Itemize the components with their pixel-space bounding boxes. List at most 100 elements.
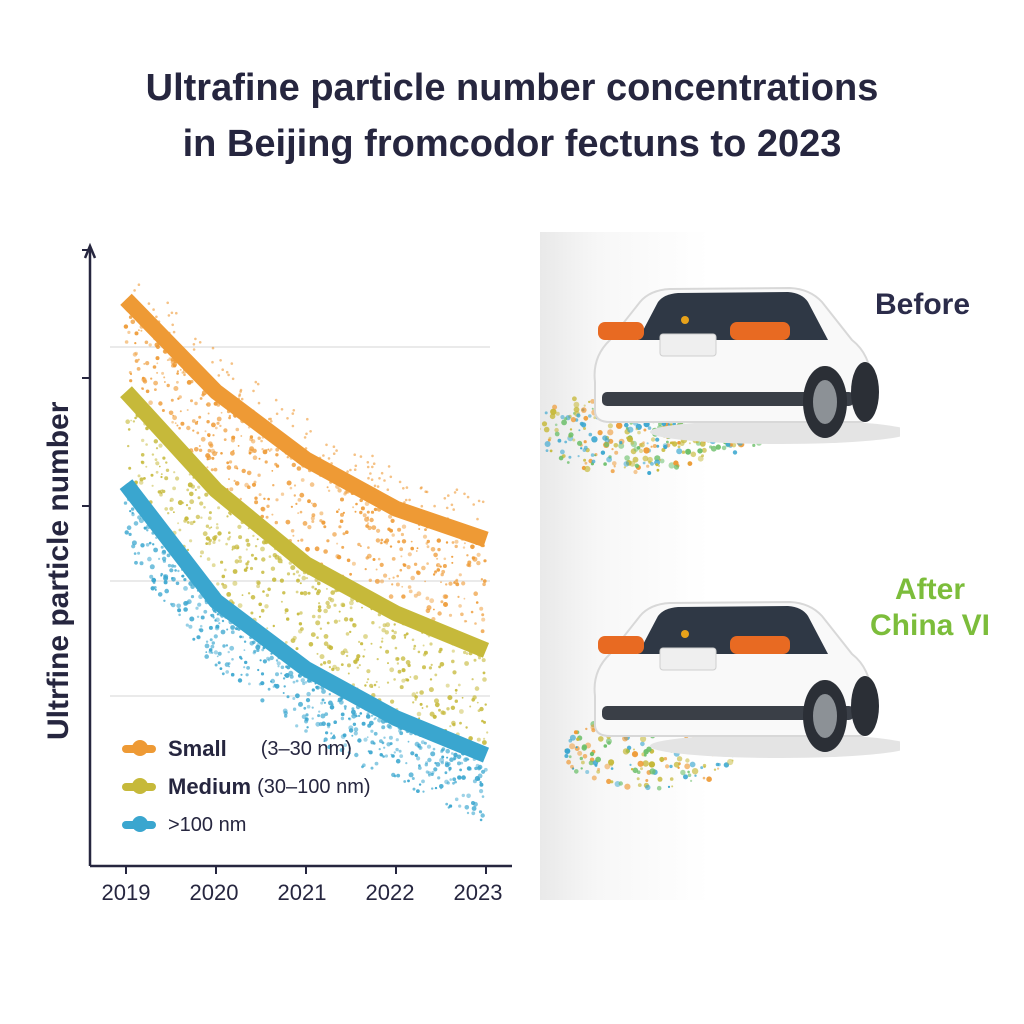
particle-dot xyxy=(426,545,430,549)
exhaust-particle xyxy=(623,466,626,469)
particle-dot xyxy=(221,368,224,371)
exhaust-particle xyxy=(583,427,586,430)
particle-dot xyxy=(268,417,271,421)
exhaust-particle xyxy=(576,737,580,741)
particle-dot xyxy=(288,670,294,676)
particle-dot xyxy=(134,351,138,356)
particle-dot xyxy=(211,641,215,645)
particle-dot xyxy=(179,410,182,413)
exhaust-particle xyxy=(573,406,580,413)
particle-dot xyxy=(124,530,129,535)
particle-dot xyxy=(399,754,404,758)
particle-dot xyxy=(258,682,262,686)
particle-dot xyxy=(232,580,238,586)
particle-chart xyxy=(82,242,512,874)
particle-dot xyxy=(186,521,190,524)
particle-dot xyxy=(137,283,141,286)
particle-dot xyxy=(163,574,169,579)
particle-dot xyxy=(123,501,128,505)
particle-dot xyxy=(297,498,302,502)
particle-dot xyxy=(400,656,406,661)
particle-dot xyxy=(317,581,321,586)
exhaust-particle xyxy=(569,428,573,431)
particle-dot xyxy=(126,525,132,530)
particle-dot xyxy=(290,505,293,508)
exhaust-particle xyxy=(688,462,690,465)
particle-dot xyxy=(265,593,270,597)
particle-dot xyxy=(349,630,352,634)
particle-dot xyxy=(145,389,150,394)
particle-dot xyxy=(440,572,444,577)
particle-dot xyxy=(376,528,381,533)
particle-dot xyxy=(349,617,354,622)
particle-dot xyxy=(367,723,372,728)
particle-dot xyxy=(252,448,257,453)
particle-dot xyxy=(214,611,217,614)
particle-dot xyxy=(356,658,360,662)
particle-dot xyxy=(317,714,321,718)
particle-dot xyxy=(346,651,349,654)
exhaust-particle xyxy=(570,417,576,423)
particle-dot xyxy=(301,575,307,581)
particle-dot xyxy=(159,489,163,493)
particle-dot xyxy=(150,473,154,477)
particle-dot xyxy=(189,616,195,622)
particle-dot xyxy=(150,377,153,380)
particle-dot xyxy=(386,488,390,492)
particle-dot xyxy=(354,510,357,513)
particle-dot xyxy=(422,653,427,657)
particle-dot xyxy=(477,499,481,503)
exhaust-particle xyxy=(669,777,674,781)
particle-dot xyxy=(212,434,215,437)
particle-dot xyxy=(214,426,218,430)
particle-dot xyxy=(189,499,195,505)
particle-dot xyxy=(270,678,276,684)
exhaust-particle xyxy=(619,441,623,445)
particle-dot xyxy=(240,673,243,676)
particle-dot xyxy=(366,736,369,739)
particle-dot xyxy=(413,675,419,680)
particle-dot xyxy=(389,742,393,746)
particle-dot xyxy=(447,494,450,497)
particle-dot xyxy=(479,818,483,822)
exhaust-particle xyxy=(663,757,668,761)
exhaust-particle xyxy=(573,401,580,408)
particle-dot xyxy=(356,666,359,669)
particle-dot xyxy=(471,698,476,702)
particle-dot xyxy=(302,681,306,686)
exhaust-particle xyxy=(591,728,596,733)
particle-dot xyxy=(361,606,363,609)
particle-dot xyxy=(275,453,279,457)
exhaust-particle xyxy=(633,469,638,475)
exhaust-particle xyxy=(637,430,641,435)
exhaust-particle xyxy=(648,761,656,768)
particle-dot xyxy=(353,727,359,732)
particle-dot xyxy=(228,414,232,418)
particle-dot xyxy=(231,377,235,381)
particle-dot xyxy=(393,630,397,635)
particle-dot xyxy=(392,576,395,579)
particle-dot xyxy=(230,630,235,635)
particle-dot xyxy=(389,667,395,673)
particle-dot xyxy=(186,425,191,431)
legend-range-medium: (30–100 nm) xyxy=(257,775,371,798)
particle-dot xyxy=(353,731,358,736)
particle-dot xyxy=(432,747,436,751)
particle-dot xyxy=(256,382,260,386)
particle-dot xyxy=(306,417,309,421)
particle-dot xyxy=(343,743,348,747)
particle-dot xyxy=(326,486,329,489)
particle-dot xyxy=(349,606,353,610)
particle-dot xyxy=(306,726,309,729)
exhaust-particle xyxy=(545,449,549,452)
particle-dot xyxy=(415,691,419,694)
particle-dot xyxy=(305,432,308,436)
exhaust-particle xyxy=(610,469,615,474)
particle-dot xyxy=(207,412,210,415)
particle-dot xyxy=(316,636,319,639)
particle-dot xyxy=(383,479,386,482)
particle-dot xyxy=(466,766,472,771)
particle-dot xyxy=(340,663,344,666)
particle-dot xyxy=(411,638,415,642)
exhaust-particle xyxy=(580,767,583,770)
